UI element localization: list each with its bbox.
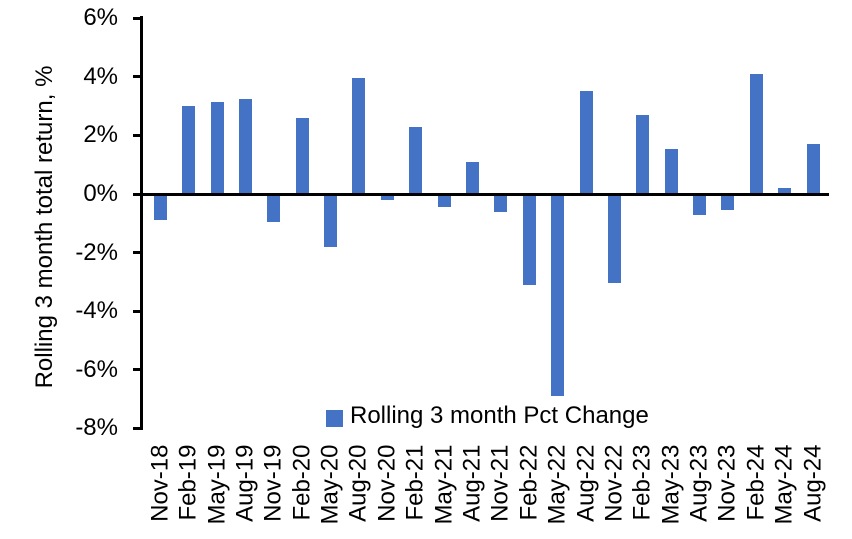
x-tick-label: Feb-23 <box>628 444 656 521</box>
x-tick-label: Feb-24 <box>742 444 770 521</box>
x-tick-label: Feb-21 <box>401 444 429 521</box>
y-axis-tick <box>133 16 143 20</box>
bar-Aug-20 <box>352 78 366 194</box>
bar-Nov-22 <box>607 194 621 284</box>
y-tick-label: -6% <box>75 355 118 383</box>
x-tick-label: May-23 <box>657 444 685 525</box>
y-axis-tick <box>133 75 143 79</box>
bar-Nov-23 <box>721 194 735 211</box>
bar-Aug-21 <box>465 161 479 194</box>
x-tick-label: May-20 <box>316 444 344 525</box>
x-tick-label: Aug-20 <box>344 444 372 522</box>
legend: Rolling 3 month Pct Change <box>326 402 649 430</box>
x-tick-label: May-19 <box>203 444 231 525</box>
bar-Nov-19 <box>267 194 281 222</box>
y-axis-title: Rolling 3 month total return, % <box>31 65 58 389</box>
y-tick-label: 4% <box>83 62 118 90</box>
x-tick-label: Aug-19 <box>231 444 259 522</box>
x-tick-label: Nov-20 <box>373 444 401 522</box>
y-tick-label: 2% <box>83 121 118 149</box>
y-axis-tick <box>133 426 143 430</box>
bar-Feb-23 <box>636 114 650 194</box>
x-tick-label: May-24 <box>770 444 798 525</box>
y-axis-tick <box>133 368 143 372</box>
y-tick-label: -4% <box>75 297 118 325</box>
x-tick-label: Aug-21 <box>458 444 486 522</box>
y-axis-tick <box>133 251 143 255</box>
y-axis-tick <box>133 309 143 313</box>
bar-Aug-24 <box>806 144 820 194</box>
x-tick-label: Nov-19 <box>259 444 287 522</box>
bar-May-19 <box>210 101 224 194</box>
bar-Feb-24 <box>749 73 763 194</box>
x-tick-label: May-21 <box>430 444 458 525</box>
y-axis-tick <box>133 133 143 137</box>
x-tick-label: Feb-22 <box>515 444 543 521</box>
x-tick-label: Aug-23 <box>685 444 713 522</box>
bar-May-23 <box>664 148 678 194</box>
bar-May-22 <box>551 194 565 397</box>
bar-Nov-18 <box>153 194 167 221</box>
bar-Aug-19 <box>238 98 252 194</box>
x-tick-label: Nov-18 <box>146 444 174 522</box>
y-tick-label: -8% <box>75 414 118 442</box>
x-axis-zero-line <box>140 192 829 196</box>
legend-marker-square <box>326 409 343 427</box>
bar-Nov-20 <box>380 194 394 200</box>
x-tick-label: Nov-22 <box>600 444 628 522</box>
bar-Feb-22 <box>522 194 536 285</box>
bar-Feb-21 <box>409 126 423 194</box>
y-tick-label: 0% <box>83 180 118 207</box>
legend-label: Rolling 3 month Pct Change <box>350 402 649 429</box>
x-tick-label: Aug-22 <box>572 444 599 522</box>
x-tick-label: Aug-24 <box>799 444 827 522</box>
bar-Aug-22 <box>579 91 593 194</box>
x-tick-label: Feb-19 <box>174 444 202 521</box>
bar-Nov-21 <box>494 194 508 212</box>
x-tick-label: Nov-23 <box>713 444 741 522</box>
bar-Aug-23 <box>693 194 707 215</box>
bar-Feb-20 <box>295 117 309 194</box>
bar-May-21 <box>437 194 451 208</box>
y-axis-line <box>140 16 143 430</box>
x-tick-label: Nov-21 <box>486 444 514 522</box>
x-tick-label: May-22 <box>543 444 571 525</box>
bar-May-24 <box>778 188 792 194</box>
bar-May-20 <box>324 194 338 247</box>
y-axis-tick <box>133 192 143 196</box>
y-tick-label: 6% <box>83 4 118 32</box>
x-tick-label: Feb-20 <box>288 444 316 521</box>
y-tick-label: -2% <box>75 238 118 266</box>
bar-Feb-19 <box>182 106 196 194</box>
